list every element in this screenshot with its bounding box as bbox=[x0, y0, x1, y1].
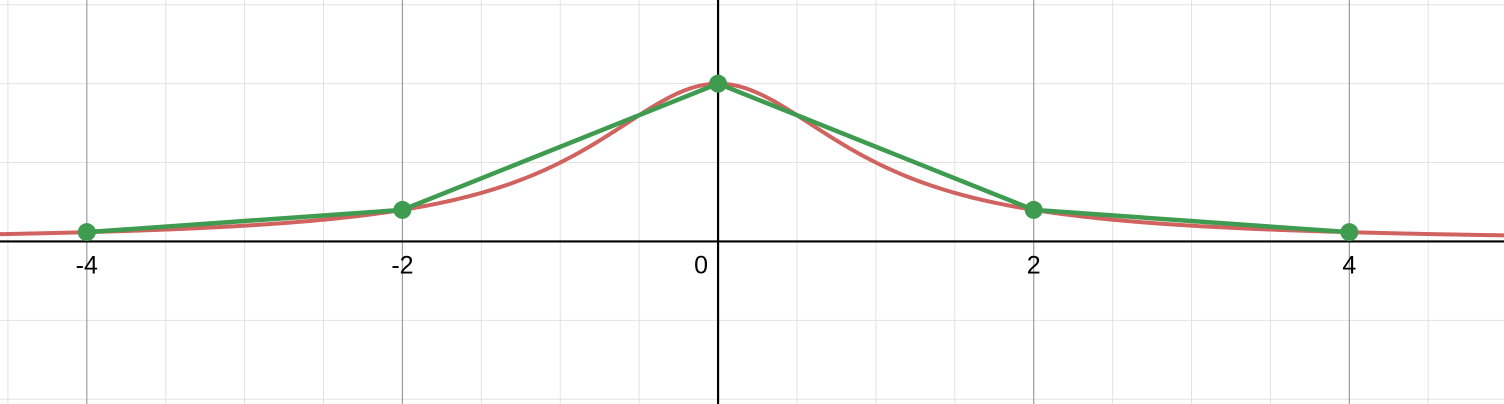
points bbox=[77, 74, 1359, 242]
x-tick-labels: -4 -2 0 2 4 bbox=[76, 251, 1357, 279]
x-tick-label: -4 bbox=[76, 251, 98, 279]
data-point[interactable] bbox=[1024, 200, 1043, 219]
curve-series bbox=[0, 81, 1504, 238]
x-tick-label: 0 bbox=[694, 251, 708, 279]
x-tick-label: -2 bbox=[391, 251, 413, 279]
data-point[interactable] bbox=[77, 223, 96, 242]
x-tick-label: 2 bbox=[1027, 251, 1041, 279]
data-point[interactable] bbox=[709, 74, 728, 93]
x-tick-label: 4 bbox=[1342, 251, 1356, 279]
curves bbox=[0, 81, 1504, 238]
data-point[interactable] bbox=[1340, 223, 1359, 242]
data-point[interactable] bbox=[393, 200, 412, 219]
